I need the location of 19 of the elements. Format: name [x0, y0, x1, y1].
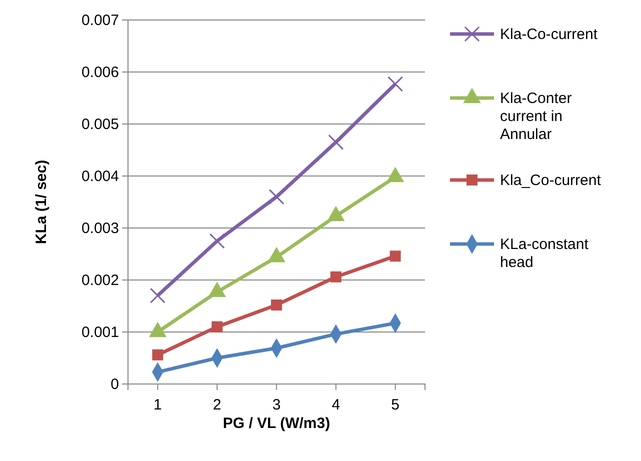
legend-label: Kla-Co-current — [500, 26, 598, 43]
y-tick-label: 0.007 — [81, 12, 119, 29]
x-axis-title: PG / VL (W/m3) — [222, 415, 330, 432]
y-tick-label: 0.006 — [81, 64, 119, 81]
y-tick-label: 0.004 — [81, 168, 119, 185]
y-tick-label: 0.001 — [81, 324, 119, 341]
x-tick-label: 5 — [391, 396, 400, 414]
y-tick-label: 0 — [110, 376, 119, 393]
x-tick-label: 4 — [332, 396, 340, 414]
y-tick-label: 0.002 — [81, 272, 119, 289]
legend-label: Kla-Conter current in Annular — [500, 90, 572, 143]
x-tick-label: 3 — [272, 396, 281, 414]
y-axis-title: KLa (1/ sec) — [33, 160, 50, 244]
y-tick-label: 0.003 — [81, 220, 119, 237]
legend-label: KLa-constant head — [500, 236, 590, 271]
legend-label: Kla_Co-current — [500, 172, 602, 189]
y-tick-label: 0.005 — [81, 116, 119, 133]
x-tick-label: 1 — [154, 396, 162, 414]
x-tick-label: 2 — [212, 396, 222, 414]
